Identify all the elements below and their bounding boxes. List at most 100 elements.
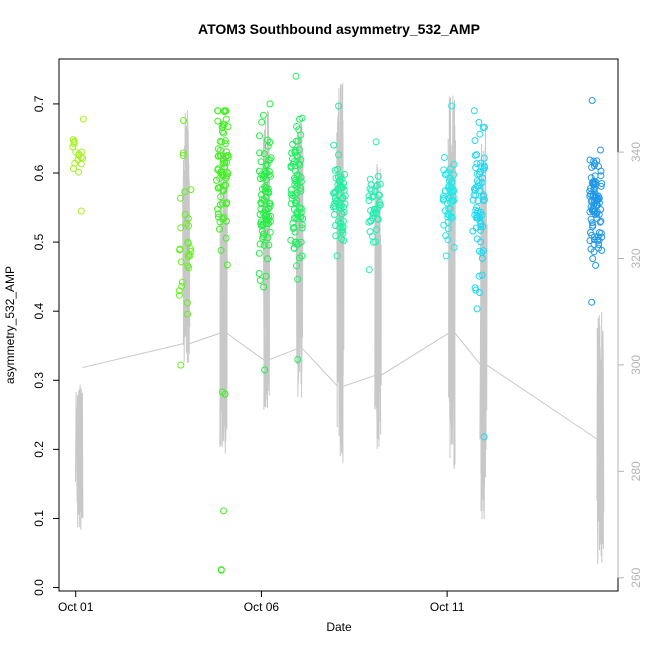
data-point [444, 236, 452, 244]
y2-tick-label: 260 [629, 567, 643, 587]
data-point [586, 156, 594, 164]
data-point [217, 193, 225, 201]
data-point [444, 210, 452, 218]
data-point [450, 187, 458, 195]
data-point [591, 233, 599, 241]
data-point [258, 222, 266, 230]
data-point [332, 222, 339, 229]
data-point [298, 114, 306, 122]
data-point [183, 299, 191, 307]
altitude-trace [295, 122, 304, 398]
data-point [591, 189, 599, 197]
data-point [260, 150, 268, 158]
data-point [449, 196, 457, 204]
data-point [289, 140, 297, 148]
data-point [592, 197, 600, 205]
data-point [479, 191, 487, 199]
data-point [472, 286, 480, 294]
data-point [262, 162, 270, 170]
data-point [216, 225, 223, 233]
data-point [290, 245, 298, 252]
y-tick-label: 0.6 [32, 164, 46, 181]
data-point [79, 115, 87, 123]
y-tick-label: 0.3 [32, 372, 46, 389]
data-point [218, 138, 226, 146]
data-point [470, 107, 478, 115]
data-point [477, 226, 484, 234]
altitude-trace [479, 127, 488, 520]
chart-title: ATOM3 Southbound asymmetry_532_AMP [198, 21, 480, 37]
data-point [177, 258, 185, 266]
data-point [187, 186, 195, 194]
data-point [335, 204, 343, 211]
data-point [221, 108, 229, 116]
data-point [442, 252, 450, 260]
data-point [374, 172, 382, 180]
data-point [373, 205, 381, 213]
data-point [473, 211, 481, 219]
data-point [588, 219, 596, 227]
data-point [368, 193, 376, 201]
data-point [480, 154, 488, 162]
data-point [594, 233, 602, 241]
data-point [220, 214, 228, 221]
data-point [588, 97, 596, 104]
data-point [216, 168, 224, 176]
data-point [335, 151, 342, 159]
y-tick-label: 0.5 [32, 233, 46, 250]
data-point [372, 138, 380, 146]
altitude-link [380, 332, 450, 376]
y-tick-label: 0.4 [32, 303, 46, 320]
data-point [480, 165, 488, 173]
data-point [472, 191, 480, 199]
data-point [444, 213, 452, 221]
x-tick-label: Oct 11 [430, 600, 465, 614]
data-point [265, 200, 273, 207]
x-axis-label: Date [326, 620, 352, 634]
data-point [213, 176, 220, 184]
data-point [216, 146, 224, 154]
data-point [222, 148, 230, 156]
data-point [586, 192, 594, 200]
data-point [334, 191, 342, 199]
altitude-link [189, 332, 221, 345]
data-point [263, 161, 271, 168]
data-point [595, 229, 603, 237]
data-point [185, 251, 193, 258]
data-point [291, 181, 299, 188]
data-point [291, 191, 299, 199]
data-point [217, 566, 225, 574]
data-point [261, 366, 269, 374]
data-point [592, 261, 600, 269]
data-point [597, 172, 605, 180]
data-point [293, 208, 301, 216]
data-point [335, 177, 343, 185]
data-point [478, 211, 486, 219]
data-point [340, 237, 348, 244]
data-point [287, 200, 295, 208]
data-point [448, 213, 456, 221]
data-point [291, 148, 299, 156]
data-point [372, 238, 380, 246]
data-point [218, 388, 226, 396]
data-point [475, 272, 483, 280]
data-point [442, 232, 450, 240]
data-point [334, 165, 342, 173]
data-point [296, 161, 304, 169]
data-point [218, 199, 226, 207]
data-point [365, 266, 373, 274]
data-point [473, 214, 481, 222]
data-point [185, 222, 192, 230]
data-point [332, 232, 340, 240]
altitude-link [302, 348, 338, 387]
data-point [257, 158, 265, 166]
data-point [471, 137, 479, 144]
y2-tick-label: 340 [629, 142, 643, 162]
data-point [262, 184, 270, 192]
data-point [593, 210, 601, 217]
data-point [297, 187, 305, 195]
y-tick-label: 0.1 [32, 510, 46, 527]
data-point [221, 137, 229, 145]
data-point [446, 165, 454, 173]
data-point [330, 141, 338, 149]
